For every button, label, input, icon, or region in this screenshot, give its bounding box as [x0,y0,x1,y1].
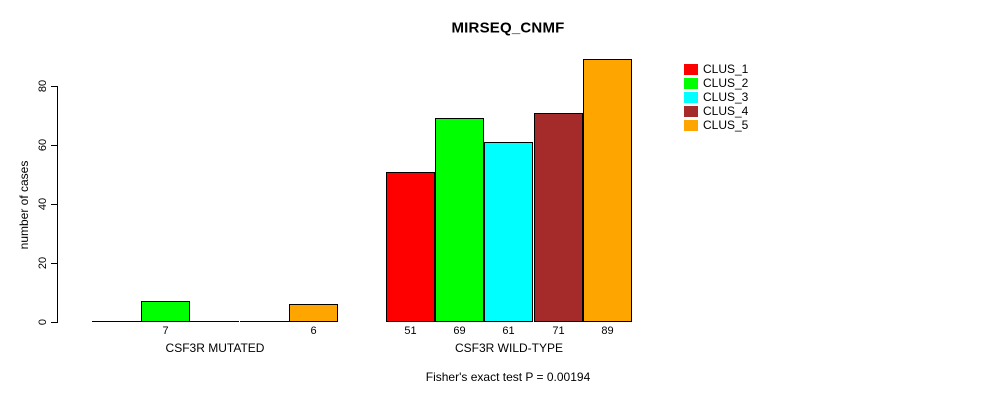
y-tick [51,86,57,87]
legend-item: CLUS_5 [684,118,749,132]
bar-clus-1 [386,172,435,322]
y-tick-label: 20 [37,256,49,270]
bar-clus-4-zero [240,321,289,322]
legend-label: CLUS_4 [703,104,749,118]
legend-swatch [684,120,698,131]
legend-label: CLUS_3 [703,90,749,104]
bar-clus-5 [583,59,632,322]
bar-value-label: 51 [404,325,417,337]
legend-item: CLUS_2 [684,76,749,90]
y-tick [51,145,57,146]
legend-label: CLUS_2 [703,76,749,90]
legend-item: CLUS_1 [684,62,749,76]
legend-item: CLUS_3 [684,90,749,104]
group-label: CSF3R WILD-TYPE [454,341,564,355]
bar-value-label: 71 [552,325,565,337]
annotation-fisher-test: Fisher's exact test P = 0.00194 [425,370,591,384]
legend-label: CLUS_1 [703,62,749,76]
y-tick-label: 80 [37,79,49,93]
y-axis-line [57,86,58,323]
bar-value-label: 6 [310,325,317,337]
chart-title: MIRSEQ_CNMF [451,19,565,37]
y-tick [51,263,57,264]
legend-item: CLUS_4 [684,104,749,118]
legend: CLUS_1 CLUS_2 CLUS_3 CLUS_4 CLUS_5 [684,62,749,134]
bar-clus-3-zero [190,321,239,322]
legend-swatch [684,106,698,117]
bar-value-label: 61 [502,325,515,337]
bar-value-label: 69 [453,325,466,337]
bar-clus-3 [484,142,533,322]
y-tick-label: 60 [37,138,49,152]
legend-swatch [684,78,698,89]
y-tick-label: 0 [37,318,49,326]
y-axis-label: number of cases [17,160,31,250]
group-label: CSF3R MUTATED [165,341,265,355]
legend-swatch [684,64,698,75]
y-tick [51,322,57,323]
bar-clus-2 [141,301,190,322]
y-tick-label: 40 [37,197,49,211]
bar-clus-5 [289,304,338,322]
legend-swatch [684,92,698,103]
bar-clus-2 [435,118,484,322]
bar-clus-1-zero [92,321,141,322]
bar-value-label: 7 [162,325,169,337]
bar-clus-4 [534,113,583,322]
y-tick [51,204,57,205]
legend-label: CLUS_5 [703,118,749,132]
bar-value-label: 89 [601,325,614,337]
